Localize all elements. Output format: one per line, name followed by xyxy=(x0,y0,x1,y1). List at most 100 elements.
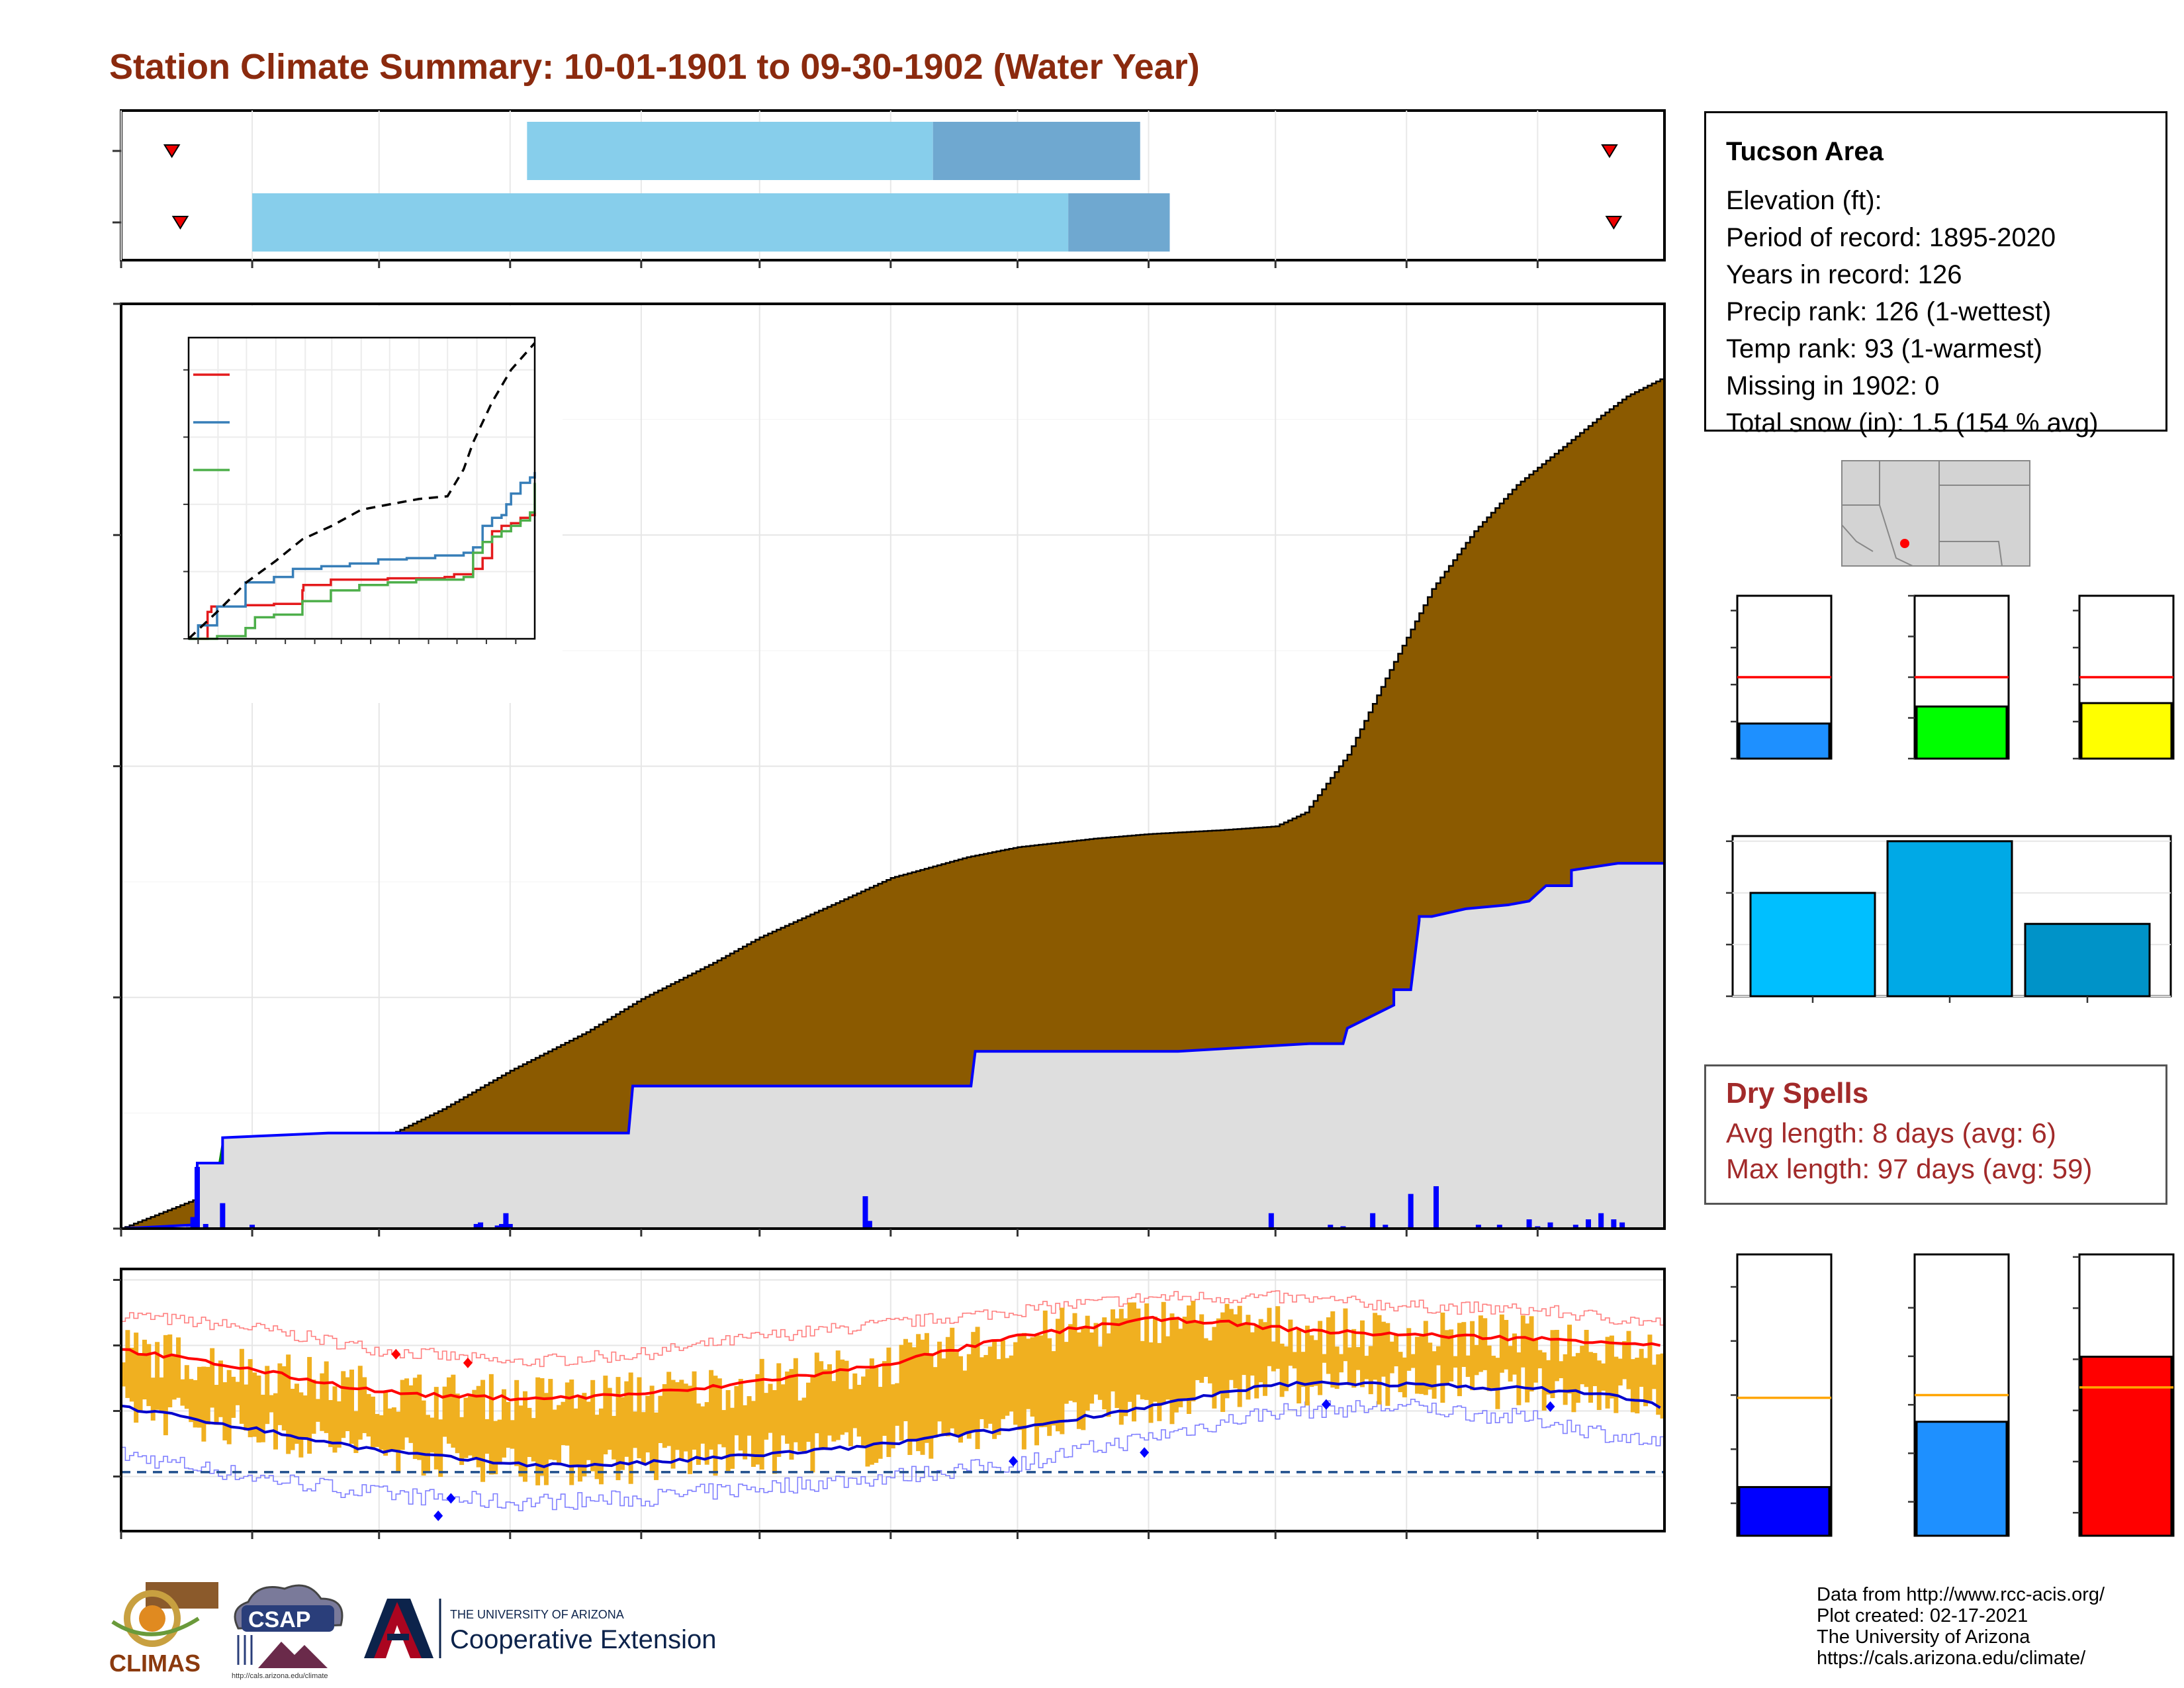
daily-temp-bar xyxy=(527,1407,532,1458)
daily-temp-bar xyxy=(1060,1307,1065,1434)
daily-temp-bar xyxy=(971,1332,976,1432)
daily-temp-bar xyxy=(1622,1341,1627,1380)
daily-precip-bar xyxy=(203,1224,208,1229)
daily-temp-bar xyxy=(662,1383,667,1448)
daily-temp-bar xyxy=(502,1389,507,1458)
events-bar xyxy=(2024,923,2151,998)
daily-temp-bar xyxy=(421,1400,426,1476)
credits-line3: The University of Arizona xyxy=(1817,1626,2030,1648)
inset-series-line xyxy=(189,483,536,640)
temp-frame xyxy=(120,1268,1666,1532)
daily-temp-bar xyxy=(1191,1301,1196,1401)
daily-temp-bar xyxy=(1072,1313,1077,1403)
daily-temp-bar xyxy=(265,1366,270,1425)
daily-temp-bar xyxy=(645,1395,651,1453)
daily-temp-bar xyxy=(899,1344,904,1441)
daily-temp-bar xyxy=(1334,1346,1340,1389)
daily-temp-bar xyxy=(1389,1341,1394,1374)
daily-temp-bar xyxy=(713,1376,718,1476)
daily-temp-bar xyxy=(1216,1318,1221,1393)
daily-temp-bar xyxy=(772,1390,777,1474)
daily-temp-bar xyxy=(244,1384,249,1431)
daily-precip-bar xyxy=(866,1221,872,1229)
daily-temp-bar xyxy=(1292,1352,1297,1369)
daily-temp-bar xyxy=(488,1374,494,1475)
daily-temp-bar xyxy=(1339,1354,1344,1373)
daily-temp-bar xyxy=(1017,1335,1023,1430)
daily-temp-bar xyxy=(933,1367,938,1438)
daily-temp-bar xyxy=(1195,1321,1200,1380)
daily-temp-bar xyxy=(1093,1323,1099,1395)
station-location-dot xyxy=(1900,539,1909,548)
daily-precip-bar xyxy=(473,1224,479,1229)
daily-temp-bar xyxy=(324,1361,329,1433)
daily-temp-bar xyxy=(1444,1330,1449,1383)
daily-precip-bar xyxy=(1383,1225,1388,1229)
daily-temp-bar xyxy=(189,1379,194,1423)
daily-temp-bar xyxy=(1592,1352,1598,1386)
daily-temp-bar xyxy=(1136,1308,1141,1395)
daily-temp-bar xyxy=(231,1376,236,1418)
daily-temp-bar xyxy=(1237,1305,1242,1407)
daily-temp-bar xyxy=(294,1383,299,1444)
daily-temp-bar xyxy=(193,1380,198,1428)
daily-temp-bar xyxy=(387,1408,392,1452)
inset-series-line xyxy=(189,512,536,640)
daily-temp-bar xyxy=(979,1357,984,1419)
daily-temp-bar xyxy=(755,1374,760,1465)
daily-temp-bar xyxy=(916,1334,921,1452)
daily-temp-bar xyxy=(1228,1309,1234,1380)
daily-temp-bar xyxy=(286,1354,291,1454)
daily-temp-bar xyxy=(1373,1313,1378,1380)
daily-temp-bar xyxy=(810,1376,815,1473)
daily-temp-bar xyxy=(1656,1354,1661,1415)
daily-temp-bar xyxy=(535,1377,541,1485)
daily-temp-bar xyxy=(670,1380,676,1469)
daily-temp-bar xyxy=(1461,1322,1467,1368)
daily-temp-bar xyxy=(1571,1356,1576,1413)
daily-temp-bar xyxy=(1224,1303,1230,1399)
daily-temp-bar xyxy=(654,1412,659,1480)
daily-temp-bar xyxy=(539,1378,545,1476)
daily-temp-bar xyxy=(586,1401,591,1460)
daily-temp-bar xyxy=(1495,1358,1500,1409)
daily-temp-bar xyxy=(1639,1348,1644,1387)
climas-logo: CLIMAS xyxy=(109,1582,218,1677)
daily-temp-bar xyxy=(1013,1342,1019,1425)
daily-temp-bar xyxy=(907,1342,913,1455)
record-min-line xyxy=(121,1398,1665,1511)
daily-temp-bar xyxy=(1131,1302,1136,1422)
daily-temp-bar xyxy=(937,1341,942,1422)
daily-temp-bar xyxy=(1432,1351,1437,1399)
record-low-marker xyxy=(1545,1401,1555,1412)
daily-temp-bar xyxy=(1377,1315,1382,1405)
daily-temp-bar xyxy=(455,1393,460,1454)
daily-temp-bar xyxy=(129,1347,134,1402)
temp-gauges xyxy=(1731,1253,2175,1537)
daily-precip-bar xyxy=(1408,1194,1414,1229)
daily-temp-bar xyxy=(941,1358,946,1435)
daily-temp-bar xyxy=(1123,1318,1128,1417)
daily-temp-bar xyxy=(430,1417,435,1453)
page-title: Station Climate Summary: 10-01-1901 to 0… xyxy=(109,47,1200,87)
daily-temp-bar xyxy=(983,1354,989,1429)
daily-temp-bar xyxy=(506,1401,511,1448)
daily-temp-bar xyxy=(302,1395,308,1438)
daily-temp-bar xyxy=(472,1389,477,1460)
daily-temp-bar xyxy=(1106,1333,1111,1417)
daily-temp-bar xyxy=(987,1346,993,1424)
daily-temp-bar xyxy=(1504,1319,1509,1370)
daily-temp-bar xyxy=(688,1385,693,1474)
daily-temp-bar xyxy=(696,1403,701,1465)
dry-spells-max: Max length: 97 days (avg: 59) xyxy=(1726,1153,2093,1184)
daily-precip-bar xyxy=(1598,1213,1604,1229)
daily-temp-bar xyxy=(903,1338,908,1421)
station-years: Years in record: 126 xyxy=(1726,260,1962,289)
daily-temp-bar xyxy=(396,1411,401,1474)
timing-panel xyxy=(113,109,1666,268)
daily-temp-bar xyxy=(260,1394,265,1442)
daily-temp-bar xyxy=(1055,1319,1060,1432)
daily-temp-bar xyxy=(1288,1319,1293,1366)
daily-temp-bar xyxy=(159,1377,164,1411)
daily-temp-bar xyxy=(1300,1352,1306,1387)
